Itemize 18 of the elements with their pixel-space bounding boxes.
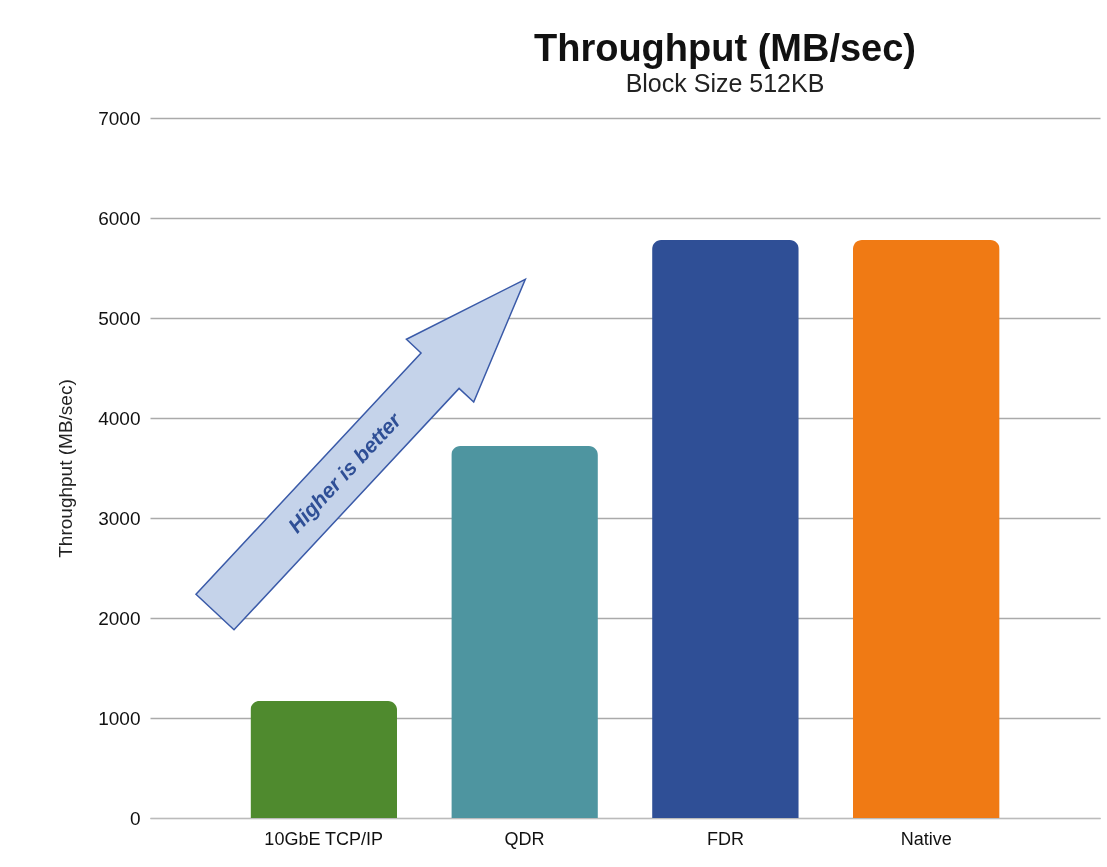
y-tick-label: 1000	[98, 707, 141, 729]
y-tick-label: 7000	[98, 107, 141, 129]
y-tick-label: 3000	[98, 507, 141, 529]
bar	[852, 240, 1000, 818]
bar	[250, 701, 398, 818]
chart-title: Throughput (MB/sec)	[533, 27, 917, 69]
y-tick-label: 6000	[98, 207, 141, 229]
chart-subtitle: Block Size 512KB	[625, 69, 825, 97]
y-tick-label: 4000	[98, 407, 141, 429]
y-tick-label: 5000	[98, 307, 141, 329]
x-tick-label: FDR	[706, 828, 744, 849]
y-tick-label: 0	[129, 807, 141, 829]
bar	[652, 240, 799, 818]
y-tick-label: 2000	[98, 607, 141, 629]
x-tick-label: QDR	[504, 828, 545, 849]
x-tick-label: Native	[900, 828, 952, 849]
y-axis-title: Throughput (MB/sec)	[55, 379, 77, 558]
x-tick-label: 10GbE TCP/IP	[264, 828, 384, 849]
